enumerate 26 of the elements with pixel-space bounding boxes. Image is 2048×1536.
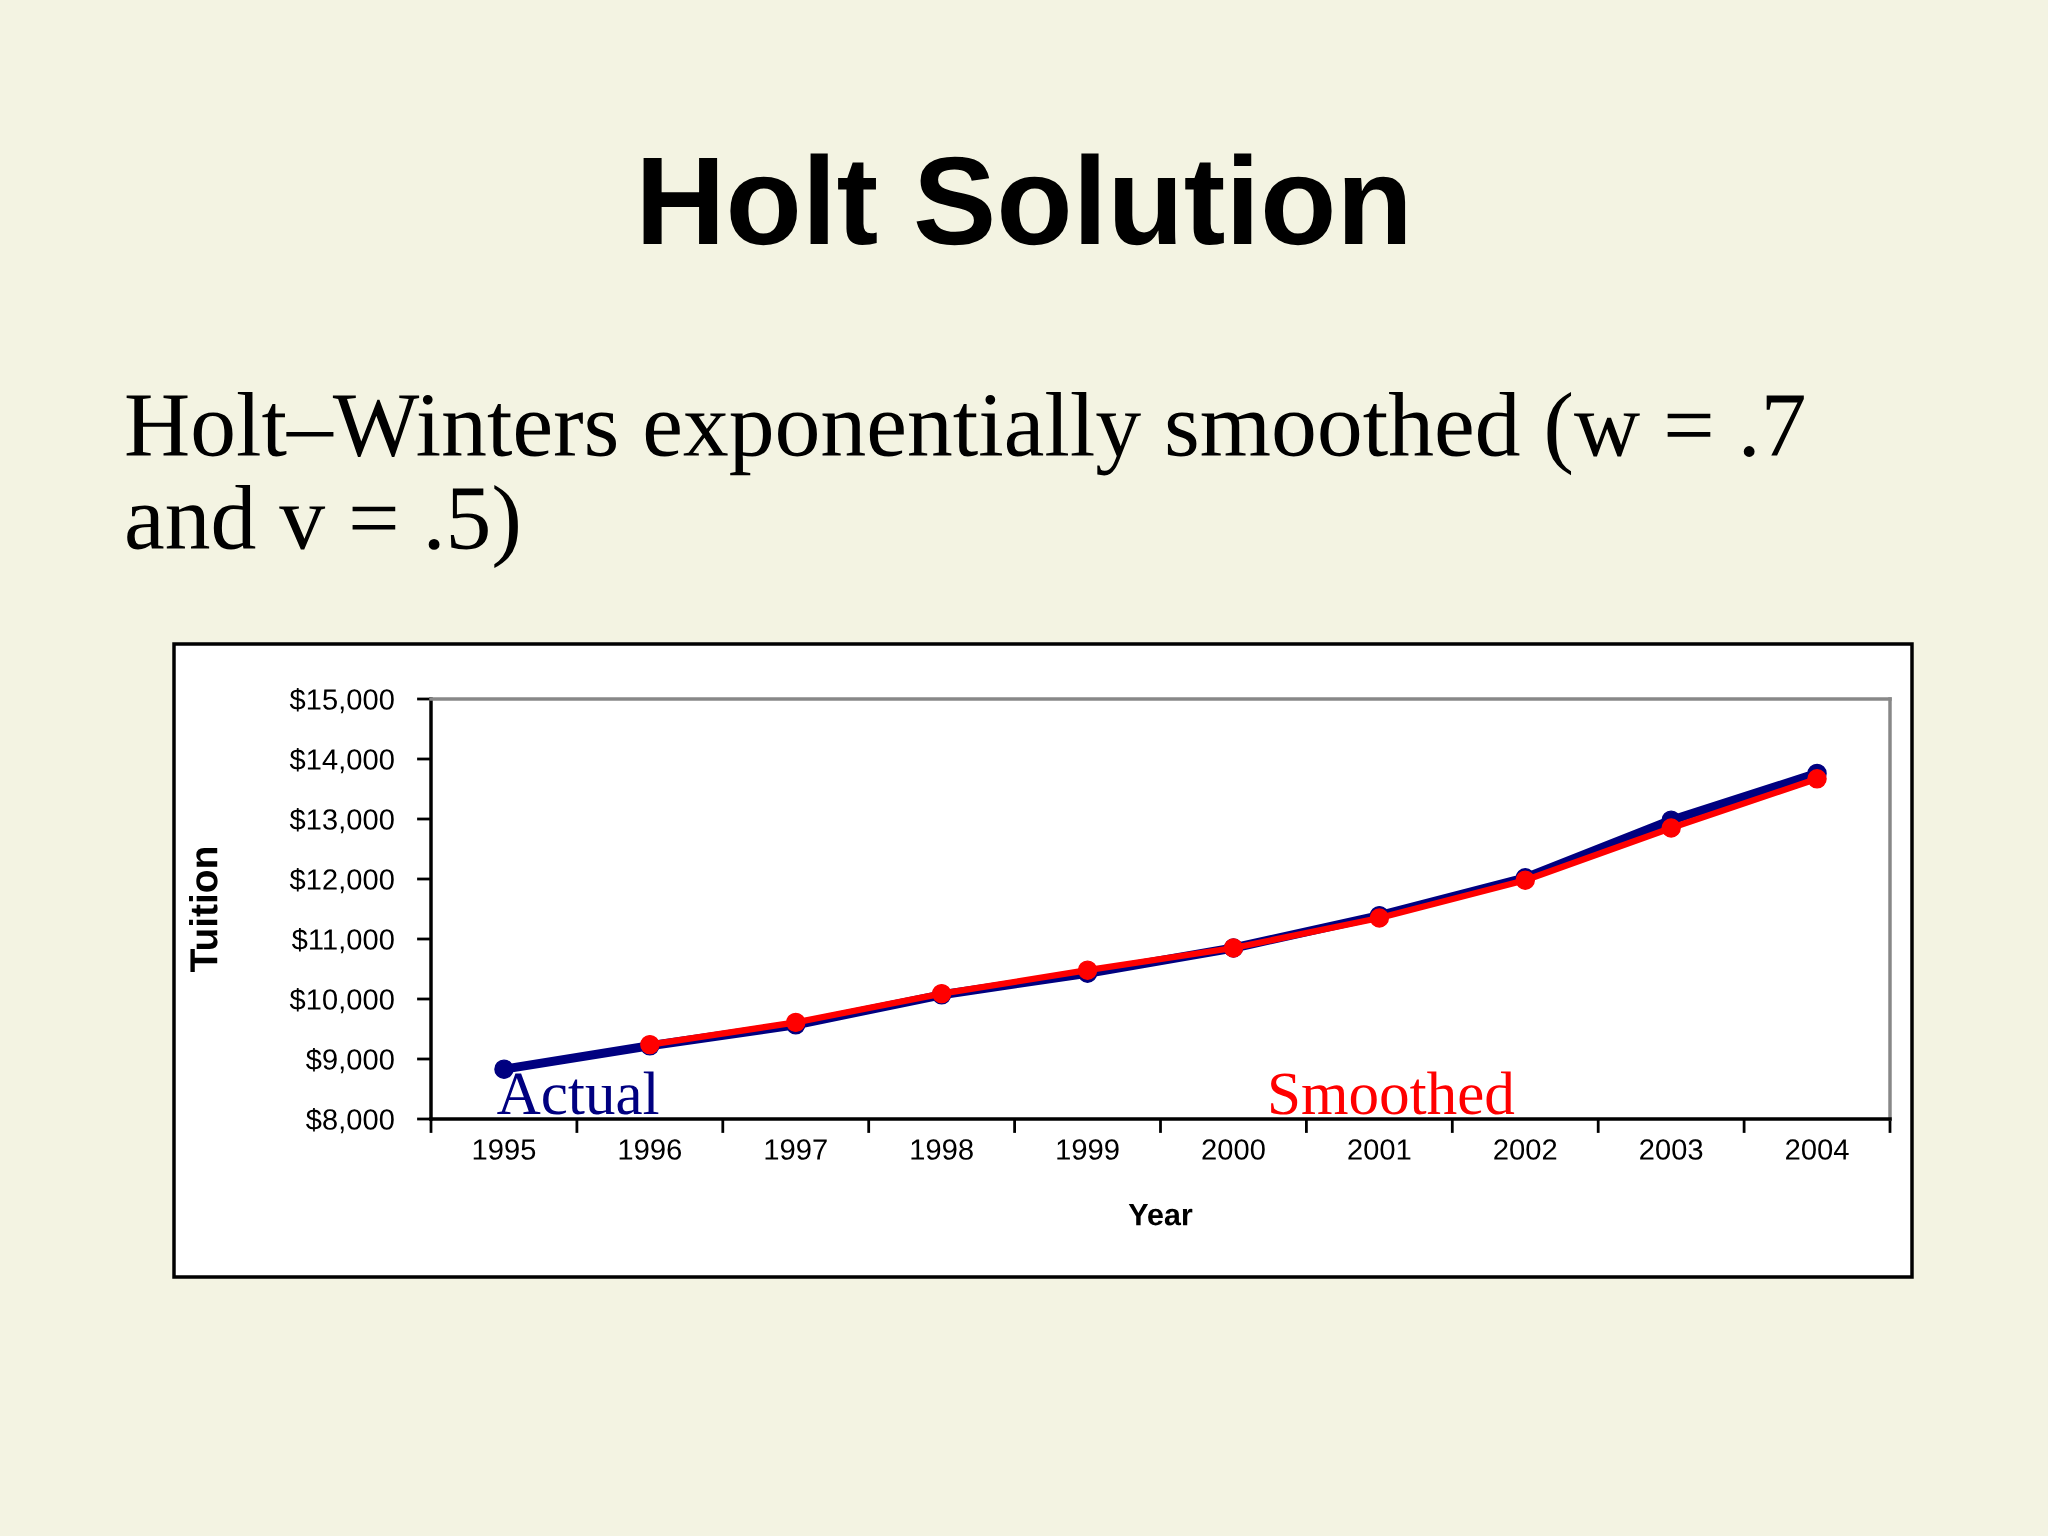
chart-subtitle: Holt–Winters exponentially smoothed (w = .7 and v = .5): [126, 392, 1804, 569]
x-tick-label: 2001: [1348, 1139, 1411, 1160]
x-tick-label: 1995: [473, 1139, 536, 1160]
y-tick-label: $11,000: [291, 927, 394, 954]
y-tick-label: $15,000: [289, 687, 394, 714]
x-tick-label: 1998: [911, 1139, 973, 1160]
series-label: Smoothed: [1271, 1071, 1515, 1115]
point: [1661, 818, 1681, 838]
y-tick-label: $12,000: [289, 867, 394, 894]
x-tick-label: 1996: [619, 1139, 682, 1160]
y-tick-label: $10,000: [289, 987, 394, 1014]
chart-title: Holt Solution: [643, 153, 1406, 246]
x-tick-label: 2003: [1640, 1139, 1703, 1160]
x-tick-label: 2004: [1786, 1139, 1849, 1160]
y-tick-label: $13,000: [289, 807, 394, 834]
x-axis-title: Year: [1128, 1204, 1193, 1226]
x-tick-label: 1997: [765, 1139, 827, 1160]
x-tick-label: 2000: [1202, 1139, 1265, 1160]
y-axis-title: Tuition: [189, 848, 218, 972]
series-label: Actual: [497, 1071, 659, 1115]
x-tick-label: 1999: [1057, 1139, 1119, 1160]
y-tick-label: $14,000: [289, 747, 394, 774]
y-tick-label: $8,000: [306, 1107, 394, 1134]
point: [1807, 769, 1827, 789]
x-tick-label: 2002: [1494, 1139, 1557, 1160]
y-tick-label: $9,000: [306, 1047, 394, 1074]
